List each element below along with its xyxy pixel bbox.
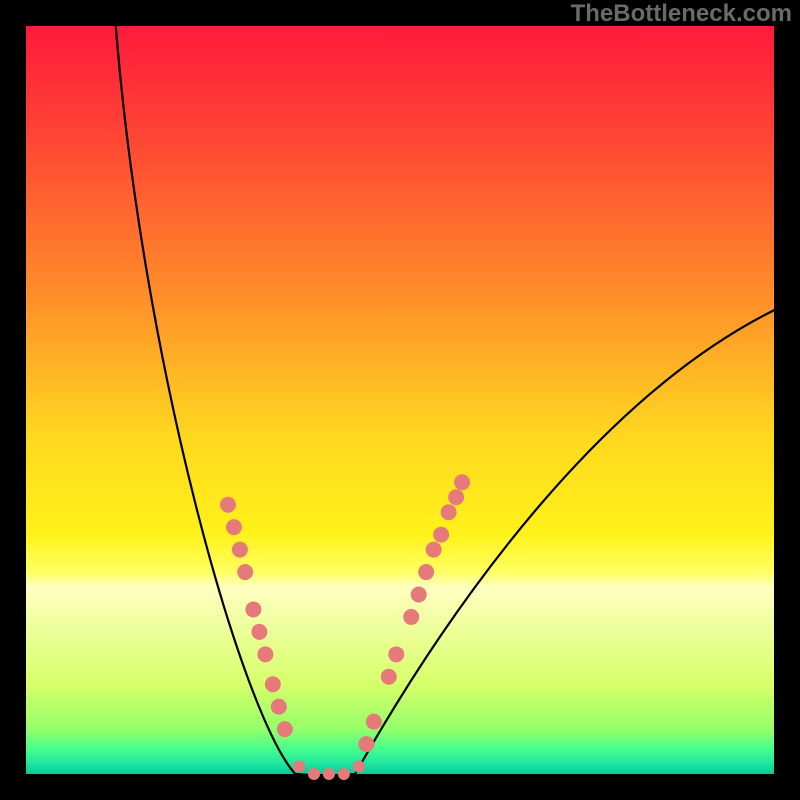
data-point (226, 519, 242, 535)
data-point (293, 761, 305, 773)
data-point (265, 676, 281, 692)
data-point (323, 768, 335, 780)
data-point (418, 564, 434, 580)
data-point (353, 761, 365, 773)
data-point (237, 564, 253, 580)
data-point (338, 768, 350, 780)
watermark-text: TheBottleneck.com (571, 0, 792, 28)
data-point (403, 609, 419, 625)
data-point (411, 586, 427, 602)
data-point (232, 542, 248, 558)
data-point (441, 504, 457, 520)
data-point (366, 714, 382, 730)
bottleneck-chart (0, 0, 800, 800)
data-point (433, 527, 449, 543)
data-point (245, 601, 261, 617)
data-point (257, 646, 273, 662)
chart-background (26, 26, 774, 774)
data-point (448, 489, 464, 505)
data-point (388, 646, 404, 662)
data-point (426, 542, 442, 558)
data-point (454, 474, 470, 490)
data-point (271, 699, 287, 715)
data-point (358, 736, 374, 752)
data-point (251, 624, 267, 640)
data-point (220, 497, 236, 513)
data-point (308, 768, 320, 780)
data-point (277, 721, 293, 737)
data-point (381, 669, 397, 685)
